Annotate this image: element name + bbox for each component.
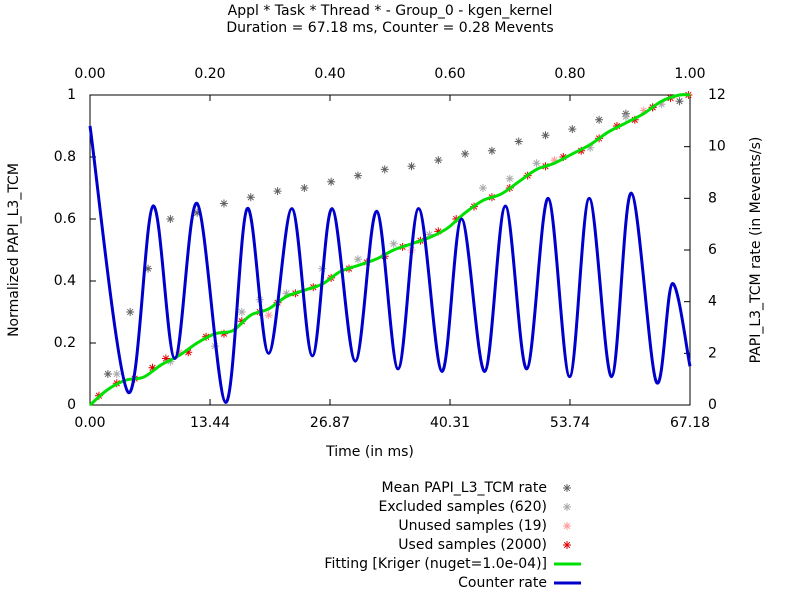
scatter-point	[595, 115, 604, 124]
scatter-point	[586, 143, 595, 152]
scatter-point	[434, 227, 443, 236]
scatter-point	[559, 153, 568, 161]
y2-tick-label: 6	[708, 242, 717, 258]
scatter-point	[264, 311, 273, 320]
scatter-point	[657, 100, 666, 109]
y-tick-label: 0.4	[54, 273, 76, 289]
y-tick-label: 0.2	[54, 335, 76, 351]
scatter-point	[514, 137, 523, 146]
legend-label: Counter rate	[458, 575, 547, 591]
scatter-point	[246, 193, 255, 202]
scatter-point	[532, 159, 541, 168]
y2-tick-label: 10	[708, 139, 726, 155]
scatter-point	[103, 370, 112, 378]
scatter-point	[300, 184, 309, 192]
scatter-point	[148, 363, 157, 372]
scatter-point	[407, 162, 416, 171]
chart-title: Appl * Task * Thread * - Group_0 - kgen_…	[228, 3, 553, 19]
scatter-point	[144, 264, 153, 273]
scatter-point	[282, 289, 291, 298]
scatter-point	[568, 125, 577, 134]
scatter-point	[353, 171, 362, 180]
scatter-point	[237, 308, 246, 316]
y2-tick-label: 0	[708, 397, 717, 413]
legend-label: Used samples (2000)	[398, 537, 547, 553]
scatter-point	[550, 156, 559, 165]
x-tick-label: 13.44	[190, 415, 230, 431]
scatter-point	[273, 187, 282, 196]
scatter-point	[353, 255, 362, 264]
x-tick-label: 67.18	[670, 415, 710, 431]
legend-label: Fitting [Kriger (nuget=1.0e-04)]	[324, 556, 547, 572]
x2-tick-label: 0.00	[74, 66, 105, 82]
scatter-point	[380, 165, 389, 174]
scatter-point	[639, 106, 648, 115]
scatter-point	[675, 97, 684, 106]
legend-swatch	[563, 522, 571, 530]
scatter-point	[541, 131, 550, 140]
legend-label: Excluded samples (620)	[379, 499, 547, 515]
scatter-point	[175, 348, 184, 357]
scatter-point	[434, 156, 443, 165]
y2-tick-label: 12	[708, 87, 726, 103]
x2-tick-label: 0.40	[314, 66, 345, 82]
x2-tick-label: 0.20	[194, 66, 225, 82]
scatter-point	[487, 146, 496, 155]
y2-tick-label: 4	[708, 294, 717, 310]
scatter-point	[193, 208, 202, 217]
scatter-point	[461, 149, 470, 158]
legend-swatch	[563, 484, 571, 492]
legend-swatch	[563, 541, 571, 549]
x2-tick-label: 1.00	[674, 66, 705, 82]
legend-label: Mean PAPI_L3_TCM rate	[382, 480, 547, 496]
scatter-point	[327, 177, 336, 186]
scatter-point	[126, 308, 135, 316]
y-tick-label: 0	[67, 397, 76, 413]
line-series	[88, 125, 692, 404]
scatter-point	[166, 215, 175, 223]
x-axis-label: Time (in ms)	[325, 444, 414, 460]
scatter-point	[425, 230, 434, 239]
x-tick-label: 40.31	[430, 415, 470, 431]
y2-axis-label: PAPI_L3_TCM rate (in Mevents/s)	[748, 137, 764, 364]
legend-label: Unused samples (19)	[398, 518, 547, 534]
x-tick-label: 53.74	[550, 415, 590, 431]
scatter-point	[112, 370, 121, 378]
y2-tick-label: 2	[708, 345, 717, 361]
x-tick-label: 26.87	[310, 415, 350, 431]
x-tick-label: 0.00	[74, 415, 105, 431]
scatter-point	[505, 174, 514, 183]
scatter-point	[161, 354, 170, 363]
chart-subtitle: Duration = 67.18 ms, Counter = 0.28 Meve…	[226, 20, 553, 36]
scatter-point	[389, 239, 398, 248]
y-tick-label: 0.6	[54, 211, 76, 227]
x2-tick-label: 0.60	[434, 66, 465, 82]
scatter-point	[478, 184, 487, 192]
y-tick-label: 0.8	[54, 149, 76, 165]
scatter-point	[621, 112, 630, 121]
legend-swatch	[563, 503, 571, 511]
y-axis-label: Normalized PAPI_L3_TCM	[6, 163, 22, 337]
y-tick-label: 1	[67, 87, 76, 103]
scatter-point	[184, 348, 193, 357]
y2-tick-label: 8	[708, 190, 717, 206]
scatter-point	[219, 199, 228, 208]
line-series	[89, 93, 691, 407]
x2-tick-label: 0.80	[554, 66, 585, 82]
